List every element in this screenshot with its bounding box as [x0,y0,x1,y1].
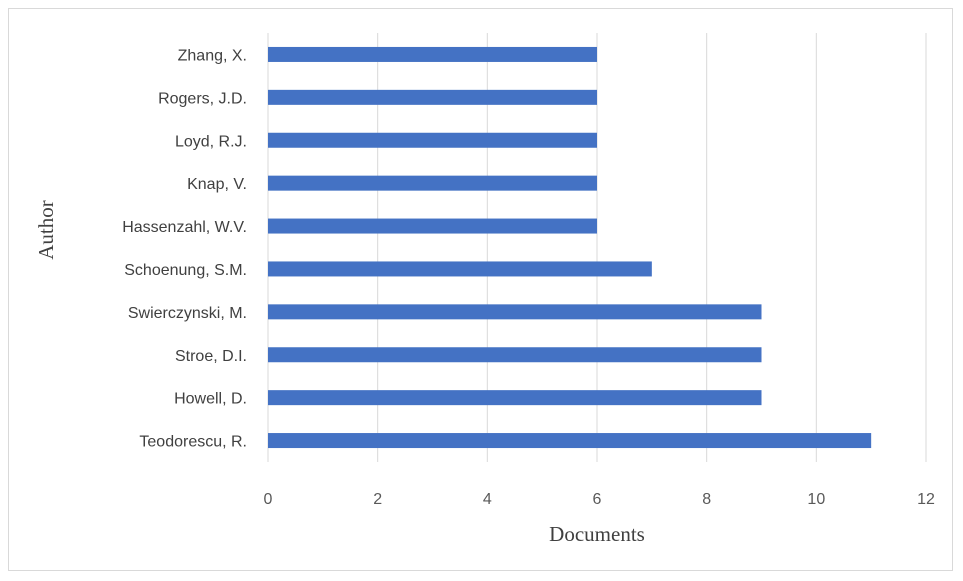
x-tick-label: 10 [807,491,825,508]
bar [268,390,762,406]
x-tick-label: 8 [702,491,711,508]
category-label: Schoenung, S.M. [124,262,247,279]
category-label: Rogers, J.D. [158,90,247,107]
x-tick-label: 6 [593,491,602,508]
x-tick-label: 4 [483,491,492,508]
y-axis-title: Author [34,200,58,260]
category-label: Loyd, R.J. [175,133,247,150]
bars [268,46,872,449]
category-labels: Zhang, X. Rogers, J.D. Loyd, R.J. Knap, V. H… [122,47,247,450]
bar [268,218,597,234]
bar [268,175,597,191]
category-label: Zhang, X. [178,47,247,64]
bar [268,261,652,277]
bar [268,132,597,148]
x-tick-label: 12 [917,491,935,508]
x-tick-label: 0 [264,491,273,508]
bar [268,46,597,62]
category-label: Knap, V. [187,176,247,193]
x-tick-labels: 0 2 4 6 8 10 12 [264,491,935,508]
x-tick-label: 2 [373,491,382,508]
bar [268,347,762,363]
category-label: Howell, D. [174,391,247,408]
category-label: Hassenzahl, W.V. [122,219,247,236]
category-label: Teodorescu, R. [139,434,247,451]
bar [268,433,872,449]
x-axis-title: Documents [549,522,645,546]
category-label: Stroe, D.I. [175,348,247,365]
category-label: Swierczynski, M. [128,305,247,322]
bar [268,304,762,320]
bar [268,89,597,105]
